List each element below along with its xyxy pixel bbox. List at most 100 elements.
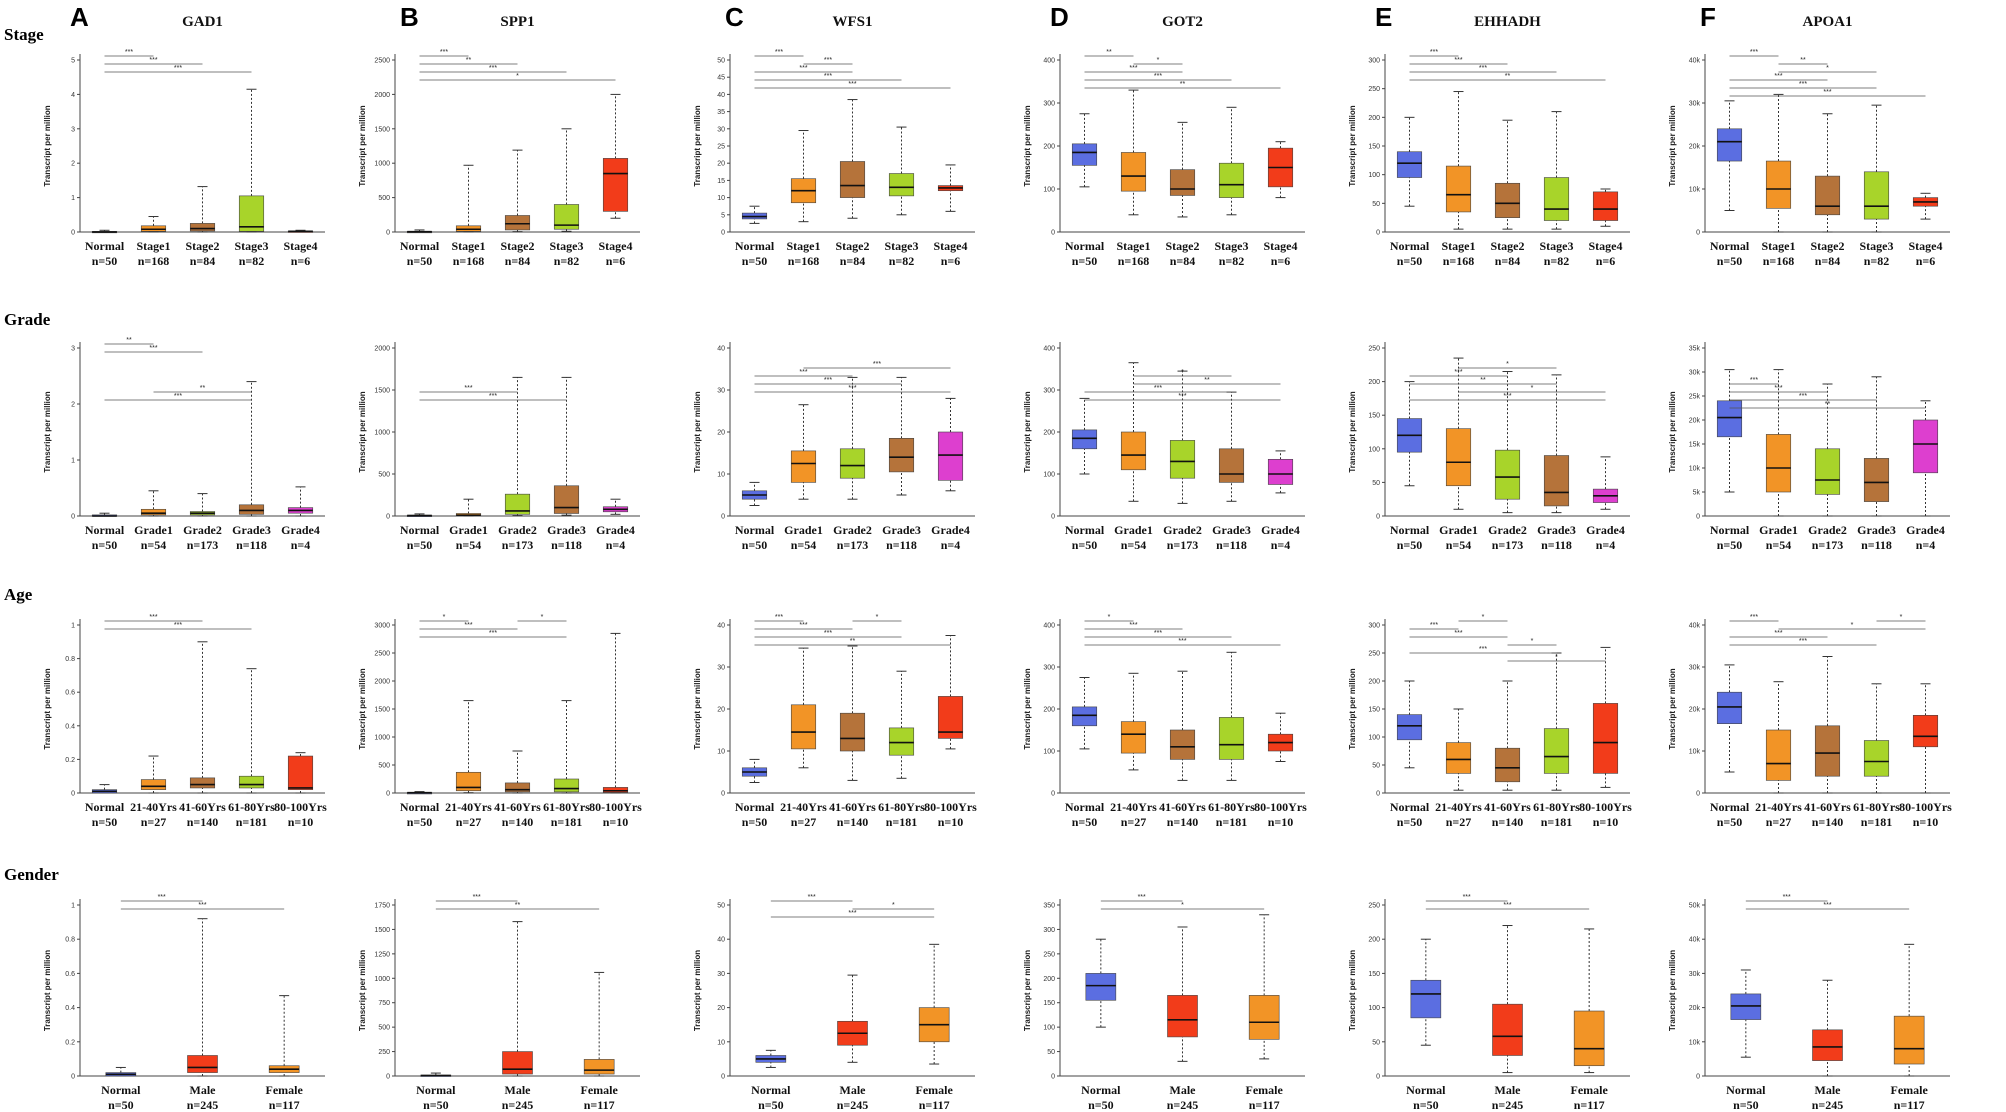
y-tick-label-gad1-stage: 5	[71, 58, 75, 65]
significance-label-ehhadh-grade: **	[1480, 377, 1486, 384]
sample-size-ehhadh-stage: n=84	[1495, 254, 1521, 268]
category-label-spp1-stage: Stage3	[550, 239, 584, 253]
sample-size-gad1-stage: n=6	[291, 254, 311, 268]
category-label-gad1-stage: Stage2	[186, 239, 220, 253]
sample-size-got2-grade: n=50	[1072, 538, 1098, 552]
significance-label-gad1-grade: **	[200, 385, 206, 392]
sample-size-gad1-age: n=181	[236, 815, 268, 829]
y-tick-label-wfs1-age: 10	[717, 749, 725, 756]
sample-size-spp1-grade: n=4	[606, 538, 626, 552]
box-gad1-age-80-100yrs	[287, 755, 314, 790]
y-tick-label-apoa1-gender: 40k	[1689, 937, 1701, 944]
category-label-gad1-stage: Stage1	[137, 239, 171, 253]
category-label-gad1-age: 21-40Yrs	[130, 800, 177, 814]
significance-label-gad1-gender: ***	[158, 894, 166, 901]
category-label-ehhadh-gender: Male	[1495, 1083, 1522, 1097]
category-label-apoa1-grade: Grade3	[1857, 523, 1896, 537]
box-apoa1-grade-grade3	[1863, 458, 1890, 502]
category-label-ehhadh-age: 41-60Yrs	[1484, 800, 1531, 814]
y-axis-label-wfs1-stage: Transcript per million	[693, 105, 702, 186]
sample-size-wfs1-age: n=10	[938, 815, 964, 829]
category-label-spp1-stage: Stage2	[501, 239, 535, 253]
y-tick-label-spp1-age: 2500	[374, 651, 390, 658]
y-tick-label-spp1-gender: 1000	[374, 976, 390, 983]
sample-size-apoa1-grade: n=4	[1916, 538, 1936, 552]
significance-label-wfs1-age: **	[850, 638, 856, 645]
box-gad1-grade-grade1	[140, 508, 167, 516]
box-apoa1-grade-grade1	[1765, 434, 1792, 493]
sample-size-ehhadh-age: n=10	[1593, 815, 1619, 829]
category-label-gad1-grade: Grade2	[183, 523, 222, 537]
sample-size-wfs1-grade: n=4	[941, 538, 961, 552]
y-tick-label-wfs1-age: 40	[717, 623, 725, 630]
significance-label-spp1-age: ***	[489, 630, 497, 637]
y-axis-label-ehhadh-stage: Transcript per million	[1348, 105, 1357, 186]
y-tick-label-spp1-age: 1000	[374, 735, 390, 742]
sample-size-spp1-gender: n=117	[584, 1098, 615, 1112]
category-label-spp1-stage: Stage1	[452, 239, 486, 253]
y-tick-label-gad1-stage: 3	[71, 126, 75, 133]
category-label-got2-age: 61-80Yrs	[1208, 800, 1255, 814]
category-label-gad1-age: 41-60Yrs	[179, 800, 226, 814]
y-tick-label-spp1-age: 3000	[374, 623, 390, 630]
y-tick-label-apoa1-age: 30k	[1689, 665, 1701, 672]
sample-size-got2-age: n=181	[1216, 815, 1248, 829]
sample-size-wfs1-stage: n=84	[840, 254, 866, 268]
y-tick-label-spp1-gender: 1500	[374, 927, 390, 934]
category-label-apoa1-gender: Male	[1815, 1083, 1842, 1097]
box-apoa1-stage-stage2	[1814, 175, 1841, 216]
significance-label-wfs1-gender: ***	[808, 894, 816, 901]
category-label-spp1-grade: Normal	[400, 523, 440, 537]
y-tick-label-got2-gender: 0	[1051, 1074, 1055, 1081]
category-label-apoa1-gender: Female	[1891, 1083, 1929, 1097]
box-apoa1-age-21-40yrs	[1765, 729, 1792, 781]
sample-size-wfs1-grade: n=173	[837, 538, 869, 552]
y-tick-label-got2-age: 300	[1043, 665, 1055, 672]
category-label-wfs1-age: 61-80Yrs	[878, 800, 925, 814]
sample-size-spp1-age: n=10	[603, 815, 629, 829]
significance-label-got2-gender: *	[1181, 902, 1184, 909]
sample-size-got2-age: n=140	[1167, 815, 1199, 829]
sample-size-wfs1-gender: n=117	[919, 1098, 950, 1112]
category-label-ehhadh-grade: Grade1	[1439, 523, 1478, 537]
y-tick-label-ehhadh-stage: 300	[1368, 58, 1380, 65]
y-tick-label-gad1-age: 0.2	[65, 757, 75, 764]
y-tick-label-ehhadh-stage: 200	[1368, 115, 1380, 122]
sample-size-got2-stage: n=6	[1271, 254, 1291, 268]
box-spp1-age-21-40yrs	[455, 771, 482, 792]
category-label-gad1-gender: Normal	[101, 1083, 141, 1097]
panel-letter-A: A	[70, 2, 89, 32]
significance-label-spp1-gender: ***	[473, 894, 481, 901]
y-tick-label-ehhadh-stage: 100	[1368, 172, 1380, 179]
significance-label-ehhadh-age: *	[1531, 638, 1534, 645]
significance-label-got2-grade: ***	[1154, 385, 1162, 392]
category-label-apoa1-age: Normal	[1710, 800, 1750, 814]
category-label-ehhadh-grade: Grade3	[1537, 523, 1576, 537]
significance-label-ehhadh-grade: *	[1506, 361, 1509, 368]
y-tick-label-apoa1-grade: 35k	[1689, 346, 1701, 353]
category-label-ehhadh-grade: Grade2	[1488, 523, 1527, 537]
box-got2-grade-grade1	[1120, 431, 1147, 471]
box-got2-age-41-60yrs	[1169, 729, 1196, 760]
box-apoa1-grade-normal	[1716, 400, 1743, 438]
y-tick-label-ehhadh-stage: 150	[1368, 144, 1380, 151]
category-label-wfs1-grade: Normal	[735, 523, 775, 537]
y-tick-label-wfs1-grade: 0	[721, 514, 725, 521]
significance-label-spp1-gender: **	[515, 902, 521, 909]
sample-size-wfs1-stage: n=82	[889, 254, 915, 268]
y-tick-label-apoa1-grade: 15k	[1689, 442, 1701, 449]
category-label-spp1-stage: Stage4	[599, 239, 633, 253]
sample-size-wfs1-grade: n=50	[742, 538, 768, 552]
box-got2-age-21-40yrs	[1120, 721, 1147, 754]
y-tick-label-gad1-gender: 0.2	[65, 1039, 75, 1046]
y-tick-label-gad1-age: 1	[71, 623, 75, 630]
category-label-wfs1-gender: Female	[916, 1083, 954, 1097]
y-tick-label-spp1-grade: 500	[378, 472, 390, 479]
sample-size-gad1-grade: n=173	[187, 538, 219, 552]
significance-label-apoa1-stage: *	[1826, 65, 1829, 72]
category-label-wfs1-age: 80-100Yrs	[924, 800, 977, 814]
sample-size-ehhadh-gender: n=50	[1413, 1098, 1439, 1112]
sample-size-gad1-gender: n=117	[269, 1098, 300, 1112]
significance-label-got2-age: ***	[1129, 622, 1137, 629]
box-ehhadh-gender-female	[1573, 1010, 1605, 1067]
